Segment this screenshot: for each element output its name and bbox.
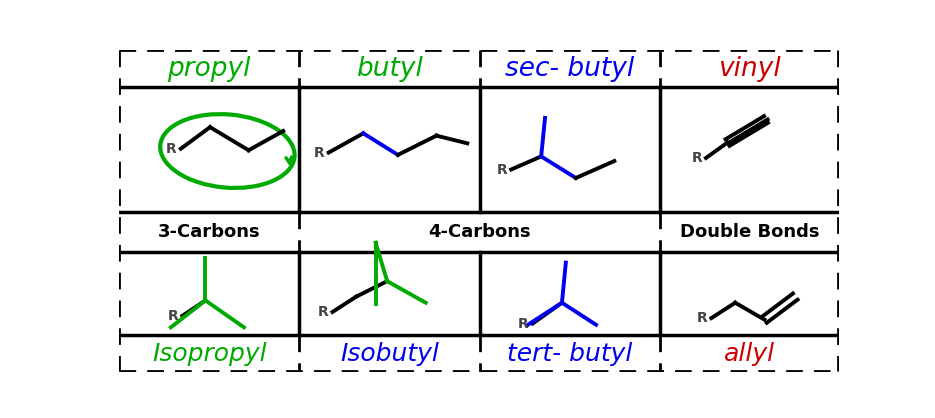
Text: tert- butyl: tert- butyl [507,342,632,365]
Text: allyl: allyl [724,342,775,365]
Text: butyl: butyl [356,56,423,82]
Text: 4-Carbons: 4-Carbons [428,223,531,241]
Text: R: R [496,163,508,176]
Text: Double Bonds: Double Bonds [680,223,819,241]
Text: R: R [166,142,177,156]
Text: R: R [697,311,708,325]
Text: R: R [167,309,179,323]
Text: R: R [518,316,529,331]
Text: R: R [691,151,702,165]
Text: 3-Carbons: 3-Carbons [158,223,261,241]
Text: Isopropyl: Isopropyl [152,342,266,365]
Text: Isobutyl: Isobutyl [340,342,439,365]
Text: R: R [314,145,324,160]
Text: R: R [318,305,328,319]
Text: sec- butyl: sec- butyl [505,56,634,82]
Text: propyl: propyl [167,56,252,82]
Text: vinyl: vinyl [718,56,781,82]
